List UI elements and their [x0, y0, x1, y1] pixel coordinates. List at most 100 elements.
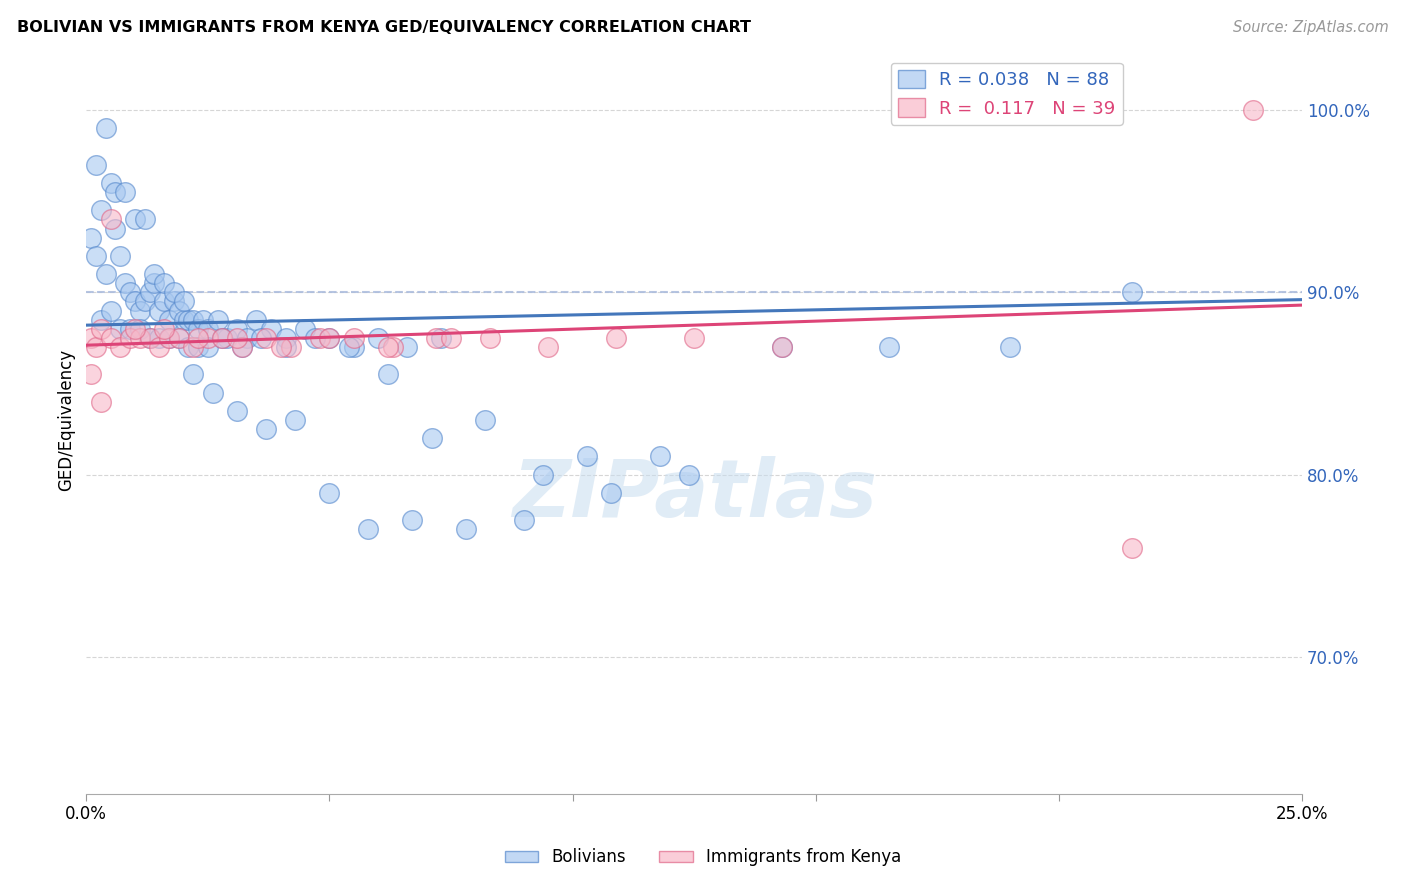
Point	[134, 212, 156, 227]
Point	[1121, 285, 1143, 300]
Point	[605, 331, 627, 345]
Point	[318, 331, 340, 345]
Point	[80, 230, 103, 244]
Point	[173, 294, 195, 309]
Point	[217, 331, 239, 345]
Point	[181, 368, 204, 382]
Point	[454, 522, 477, 536]
Point	[318, 486, 340, 500]
Point	[294, 322, 316, 336]
Point	[478, 331, 501, 345]
Text: Source: ZipAtlas.com: Source: ZipAtlas.com	[1233, 20, 1389, 35]
Point	[337, 340, 360, 354]
Point	[537, 340, 560, 354]
Point	[226, 322, 249, 336]
Point	[357, 522, 380, 536]
Point	[181, 340, 204, 354]
Point	[153, 322, 176, 336]
Point	[157, 331, 180, 345]
Point	[513, 513, 536, 527]
Point	[110, 322, 132, 336]
Point	[110, 340, 132, 354]
Point	[377, 368, 399, 382]
Point	[201, 385, 224, 400]
Point	[650, 450, 672, 464]
Point	[114, 277, 136, 291]
Point	[181, 312, 204, 326]
Point	[138, 331, 160, 345]
Point	[143, 277, 166, 291]
Point	[440, 331, 463, 345]
Point	[430, 331, 453, 345]
Point	[683, 331, 706, 345]
Point	[191, 312, 214, 326]
Point	[231, 340, 253, 354]
Point	[250, 331, 273, 345]
Point	[600, 486, 623, 500]
Point	[381, 340, 404, 354]
Point	[80, 368, 103, 382]
Point	[270, 340, 292, 354]
Point	[343, 331, 366, 345]
Point	[1000, 340, 1022, 354]
Point	[157, 312, 180, 326]
Point	[420, 431, 443, 445]
Point	[143, 267, 166, 281]
Point	[134, 294, 156, 309]
Point	[128, 331, 150, 345]
Point	[138, 331, 160, 345]
Legend: R = 0.038   N = 88, R =  0.117   N = 39: R = 0.038 N = 88, R = 0.117 N = 39	[890, 62, 1123, 125]
Point	[211, 331, 233, 345]
Point	[100, 176, 122, 190]
Point	[197, 340, 219, 354]
Point	[177, 312, 200, 326]
Point	[207, 312, 229, 326]
Point	[211, 331, 233, 345]
Point	[148, 303, 170, 318]
Point	[254, 422, 277, 436]
Point	[90, 394, 112, 409]
Point	[425, 331, 447, 345]
Point	[153, 294, 176, 309]
Text: ZIPatlas: ZIPatlas	[512, 456, 877, 533]
Point	[343, 340, 366, 354]
Point	[148, 331, 170, 345]
Point	[1121, 541, 1143, 555]
Point	[396, 340, 419, 354]
Point	[114, 185, 136, 199]
Point	[104, 221, 127, 235]
Point	[138, 285, 160, 300]
Point	[304, 331, 326, 345]
Text: BOLIVIAN VS IMMIGRANTS FROM KENYA GED/EQUIVALENCY CORRELATION CHART: BOLIVIAN VS IMMIGRANTS FROM KENYA GED/EQ…	[17, 20, 751, 35]
Point	[187, 340, 209, 354]
Point	[124, 212, 146, 227]
Point	[104, 185, 127, 199]
Point	[100, 303, 122, 318]
Point	[576, 450, 599, 464]
Point	[280, 340, 302, 354]
Point	[367, 331, 389, 345]
Point	[120, 331, 142, 345]
Point	[167, 331, 190, 345]
Point	[177, 340, 200, 354]
Y-axis label: GED/Equivalency: GED/Equivalency	[58, 349, 75, 491]
Point	[260, 322, 283, 336]
Point	[94, 121, 117, 136]
Point	[100, 331, 122, 345]
Point	[120, 285, 142, 300]
Point	[157, 331, 180, 345]
Point	[877, 340, 900, 354]
Point	[770, 340, 793, 354]
Point	[120, 322, 142, 336]
Point	[84, 249, 107, 263]
Point	[274, 331, 297, 345]
Point	[148, 340, 170, 354]
Point	[187, 331, 209, 345]
Point	[226, 331, 249, 345]
Point	[318, 331, 340, 345]
Point	[128, 322, 150, 336]
Point	[84, 340, 107, 354]
Point	[377, 340, 399, 354]
Point	[167, 331, 190, 345]
Point	[153, 277, 176, 291]
